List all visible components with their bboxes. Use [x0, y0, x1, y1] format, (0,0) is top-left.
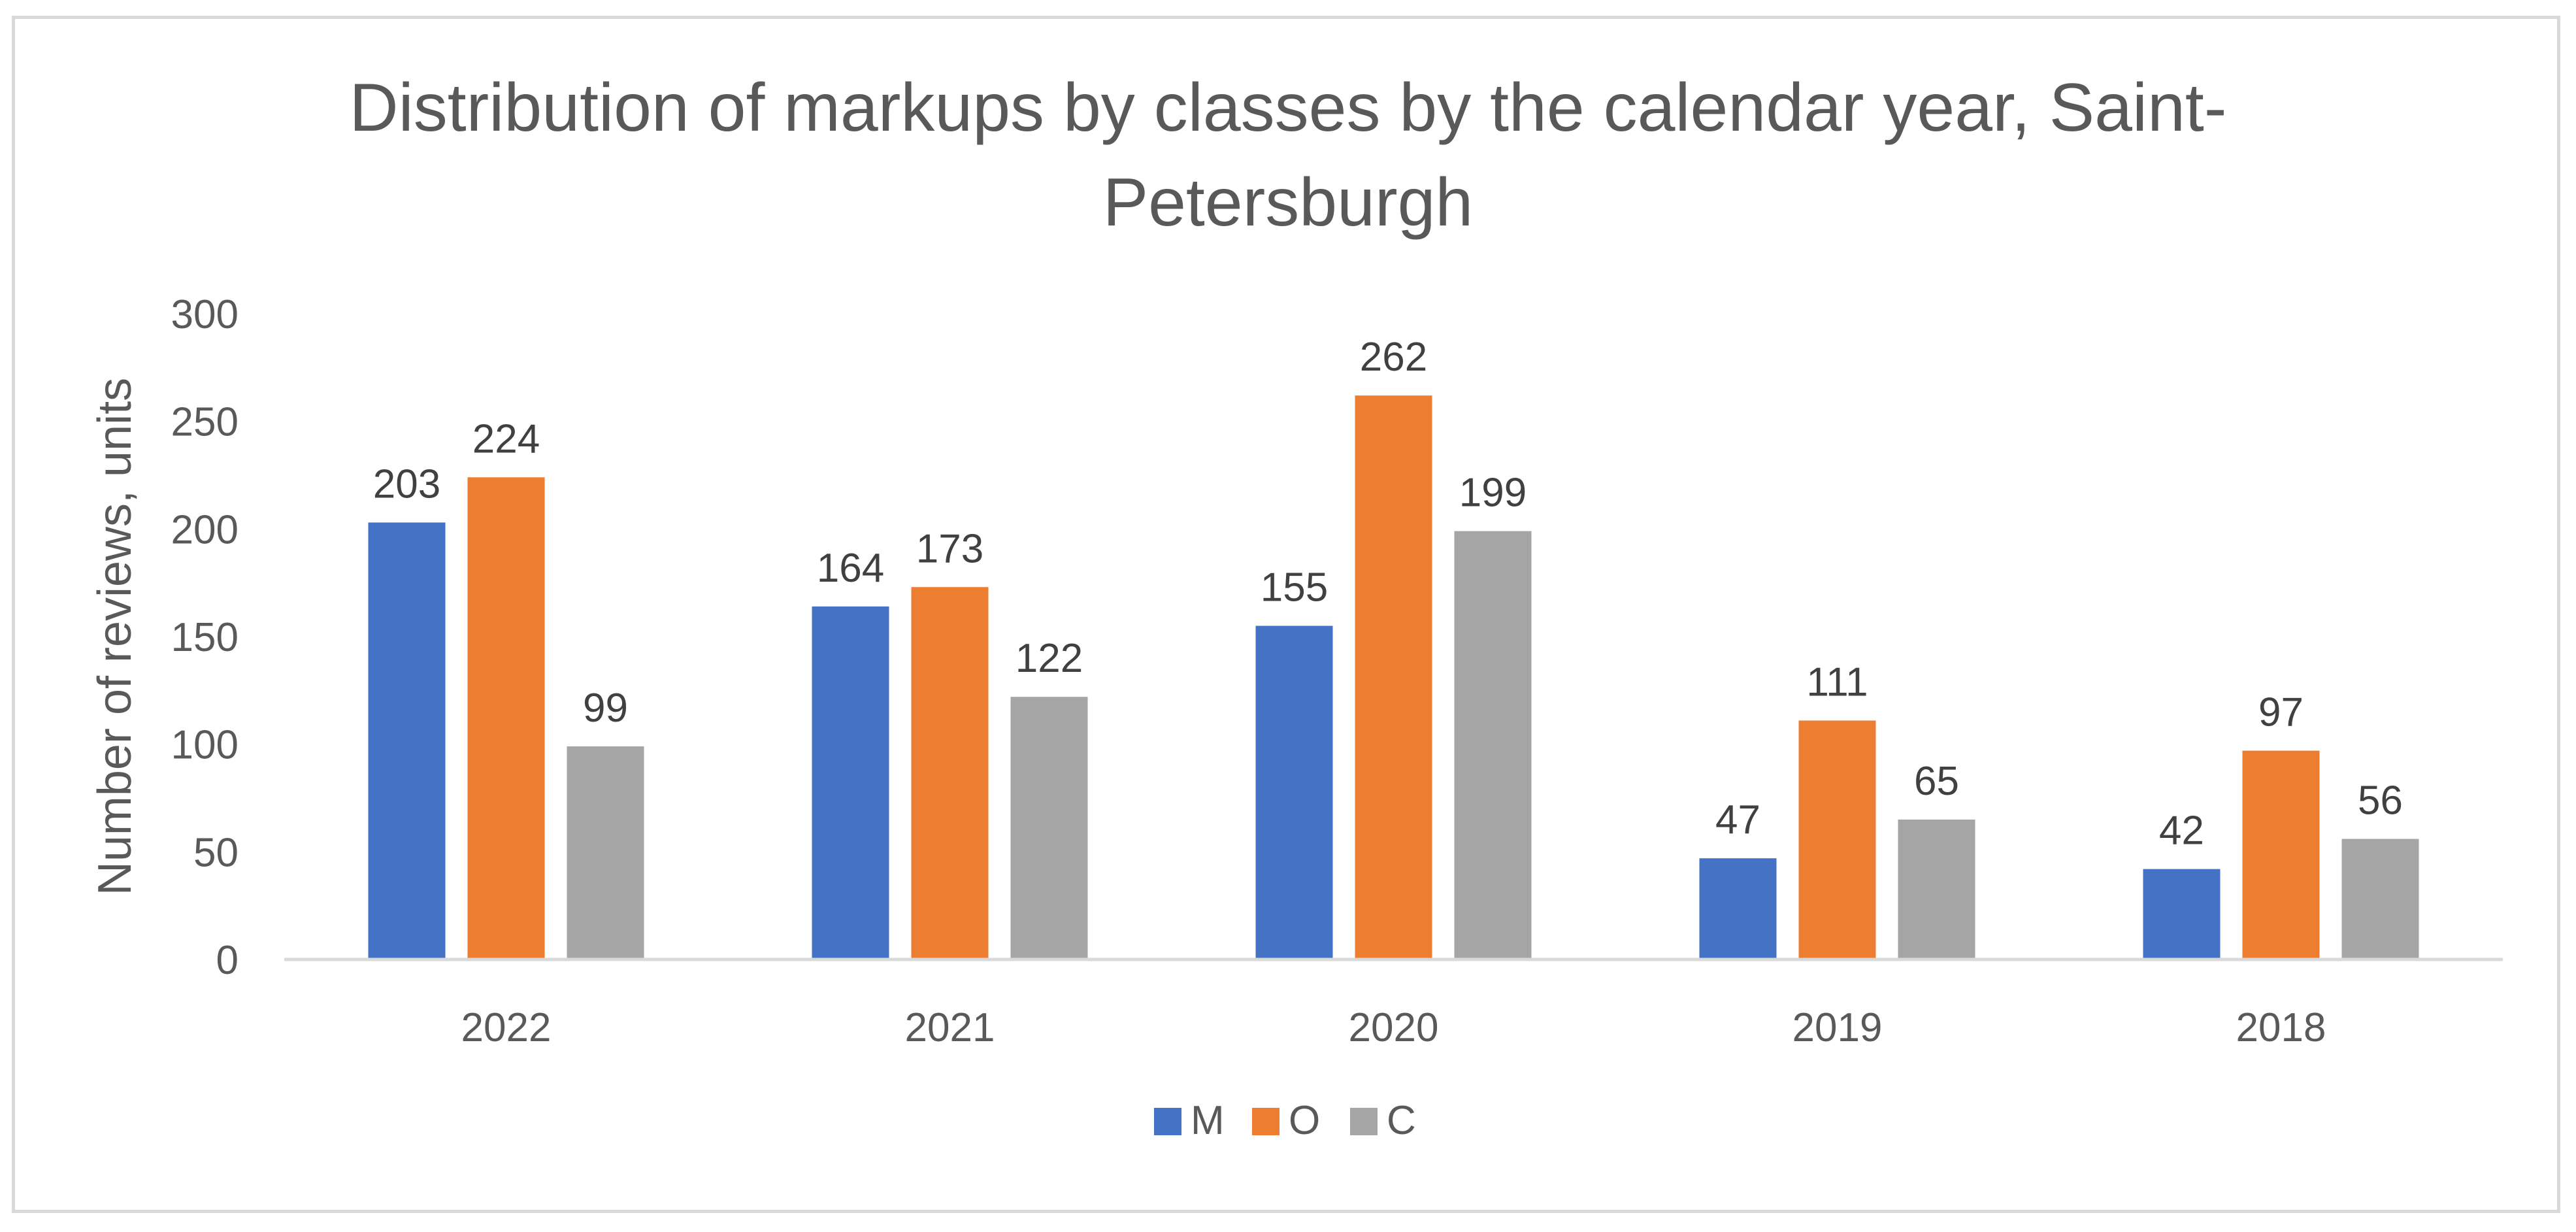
bars — [368, 395, 2419, 959]
bar-C-2021 — [1010, 697, 1088, 959]
x-tick-label: 2019 — [1792, 1005, 1883, 1050]
data-label-O-2020: 262 — [1360, 335, 1427, 380]
bar-O-2019 — [1798, 720, 1876, 959]
y-tick-label: 200 — [171, 507, 239, 552]
bar-O-2021 — [911, 587, 989, 959]
data-label-M-2019: 47 — [1715, 797, 1760, 842]
data-label-C-2021: 122 — [1016, 636, 1083, 681]
bar-O-2018 — [2242, 750, 2320, 959]
legend-label-C: C — [1387, 1098, 1416, 1143]
data-label-O-2018: 97 — [2258, 690, 2304, 735]
legend-label-M: M — [1191, 1098, 1225, 1143]
x-tick-label: 2018 — [2236, 1005, 2326, 1050]
legend-label-O: O — [1289, 1098, 1320, 1143]
data-label-M-2018: 42 — [2159, 808, 2204, 854]
data-label-C-2022: 99 — [583, 686, 628, 731]
bar-C-2019 — [1898, 819, 1975, 959]
data-label-M-2021: 164 — [817, 546, 884, 591]
data-label-M-2022: 203 — [373, 461, 440, 507]
data-label-O-2019: 111 — [1806, 659, 1868, 705]
data-label-C-2020: 199 — [1459, 471, 1527, 516]
y-axis-ticks: 0 50 100 150 200 250 300 — [171, 292, 239, 983]
legend-swatch-M — [1154, 1108, 1181, 1135]
data-label-M-2020: 155 — [1261, 565, 1328, 610]
x-tick-label: 2022 — [461, 1005, 552, 1050]
bar-M-2019 — [1699, 858, 1777, 959]
bar-M-2018 — [2143, 869, 2221, 959]
chart-title-line-2: Petersburgh — [1103, 165, 1474, 241]
bar-M-2022 — [368, 522, 446, 959]
x-axis-ticks: 2022 2021 2020 2019 2018 — [461, 1005, 2326, 1050]
bar-M-2020 — [1255, 625, 1333, 959]
bar-O-2020 — [1355, 395, 1432, 959]
y-tick-label: 0 — [216, 938, 239, 983]
y-tick-label: 150 — [171, 615, 239, 660]
chart-title: Distribution of markups by classes by th… — [350, 70, 2227, 241]
bar-C-2018 — [2341, 839, 2419, 959]
data-label-C-2019: 65 — [1914, 759, 1959, 804]
bar-C-2020 — [1454, 531, 1532, 959]
y-tick-label: 300 — [171, 292, 239, 337]
chart-title-line-1: Distribution of markups by classes by th… — [350, 70, 2227, 146]
data-label-O-2021: 173 — [916, 526, 983, 571]
legend-swatch-C — [1350, 1108, 1378, 1135]
y-tick-label: 50 — [193, 830, 239, 875]
bar-O-2022 — [467, 477, 545, 959]
data-label-O-2022: 224 — [472, 416, 540, 461]
x-tick-label: 2021 — [905, 1005, 995, 1050]
data-labels: 203 224 99 164 173 122 155 262 199 47 111 65 42 97 56 — [373, 335, 2403, 854]
data-label-C-2018: 56 — [2358, 778, 2403, 824]
legend-swatch-O — [1252, 1108, 1280, 1135]
bar-C-2022 — [567, 746, 644, 959]
bar-M-2021 — [812, 606, 889, 959]
y-tick-label: 100 — [171, 723, 239, 768]
x-tick-label: 2020 — [1349, 1005, 1439, 1050]
y-tick-label: 250 — [171, 400, 239, 445]
y-axis-title: Number of reviews, units — [89, 378, 141, 895]
